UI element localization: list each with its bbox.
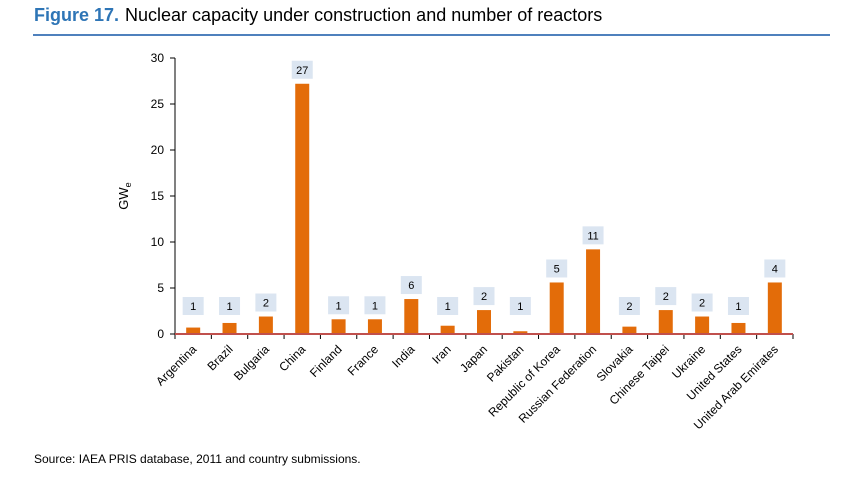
data-label: 1 — [735, 301, 741, 313]
figure-title: Figure 17. Nuclear capacity under constru… — [34, 5, 602, 26]
data-label: 5 — [554, 263, 560, 275]
x-tick-label: Argentina — [153, 342, 199, 388]
data-label-box — [364, 296, 386, 315]
x-tick-label: France — [345, 342, 382, 379]
source-note: Source: IAEA PRIS database, 2011 and cou… — [34, 452, 361, 466]
data-label: 2 — [263, 298, 269, 310]
data-label: 2 — [699, 298, 705, 310]
data-label-box — [328, 296, 350, 315]
bar — [331, 319, 346, 334]
data-label-box — [182, 297, 204, 315]
data-label: 1 — [190, 301, 196, 313]
y-tick-label: 10 — [151, 235, 165, 249]
data-label-box — [291, 60, 313, 79]
data-label-box — [546, 259, 568, 278]
bar — [186, 327, 201, 334]
data-label: 2 — [481, 291, 487, 303]
bar — [695, 316, 710, 334]
data-label: 6 — [408, 280, 414, 292]
x-tick-label: Finland — [307, 342, 345, 380]
data-label: 1 — [226, 301, 232, 313]
data-label: 1 — [336, 300, 342, 312]
data-label: 27 — [296, 65, 308, 77]
data-label-box — [655, 287, 677, 306]
y-tick-label: 20 — [151, 143, 165, 157]
bar — [440, 325, 455, 334]
bar — [513, 331, 528, 334]
y-tick-label: 0 — [157, 327, 164, 341]
y-tick-label: 25 — [151, 97, 165, 111]
bar — [622, 326, 637, 334]
bar — [367, 319, 382, 334]
data-label: 2 — [626, 301, 632, 313]
x-tick-label: Japan — [457, 342, 490, 375]
x-tick-label: India — [389, 342, 418, 371]
data-label-box — [219, 297, 241, 315]
data-label: 1 — [372, 300, 378, 312]
data-label: 4 — [772, 263, 778, 275]
y-tick-label: 5 — [157, 281, 164, 295]
bar — [731, 322, 746, 334]
y-tick-label: 30 — [151, 51, 165, 65]
bar — [477, 310, 491, 334]
x-tick-label: Brazil — [205, 342, 236, 373]
bar — [549, 282, 564, 334]
bar — [295, 83, 310, 334]
data-label-box — [437, 297, 459, 315]
data-label-box — [582, 226, 604, 245]
data-label-box — [764, 259, 786, 278]
data-label: 1 — [445, 301, 451, 313]
data-label: 2 — [663, 291, 669, 303]
bar — [258, 316, 273, 334]
data-label: 11 — [587, 230, 598, 242]
bar — [767, 282, 782, 334]
figure-number: Figure 17. — [34, 5, 120, 25]
data-label-box — [691, 293, 713, 312]
x-tick-label: Bulgaria — [231, 342, 272, 383]
bar — [658, 310, 673, 334]
figure-title-text: Nuclear capacity under construction and … — [125, 5, 603, 25]
x-tick-label: Iran — [429, 342, 454, 367]
data-label-box — [509, 297, 531, 315]
data-label-box — [727, 297, 749, 315]
data-label-box — [473, 287, 495, 306]
data-label-box — [618, 297, 640, 315]
data-label-box — [400, 276, 422, 295]
bar — [222, 322, 237, 334]
data-label-box — [255, 293, 277, 312]
bar — [586, 249, 601, 334]
x-tick-label: China — [276, 342, 308, 374]
title-rule — [33, 34, 830, 36]
data-label: 1 — [517, 301, 523, 313]
y-tick-label: 15 — [151, 189, 165, 203]
y-axis-label: GWe — [116, 182, 133, 209]
bar — [404, 299, 419, 334]
